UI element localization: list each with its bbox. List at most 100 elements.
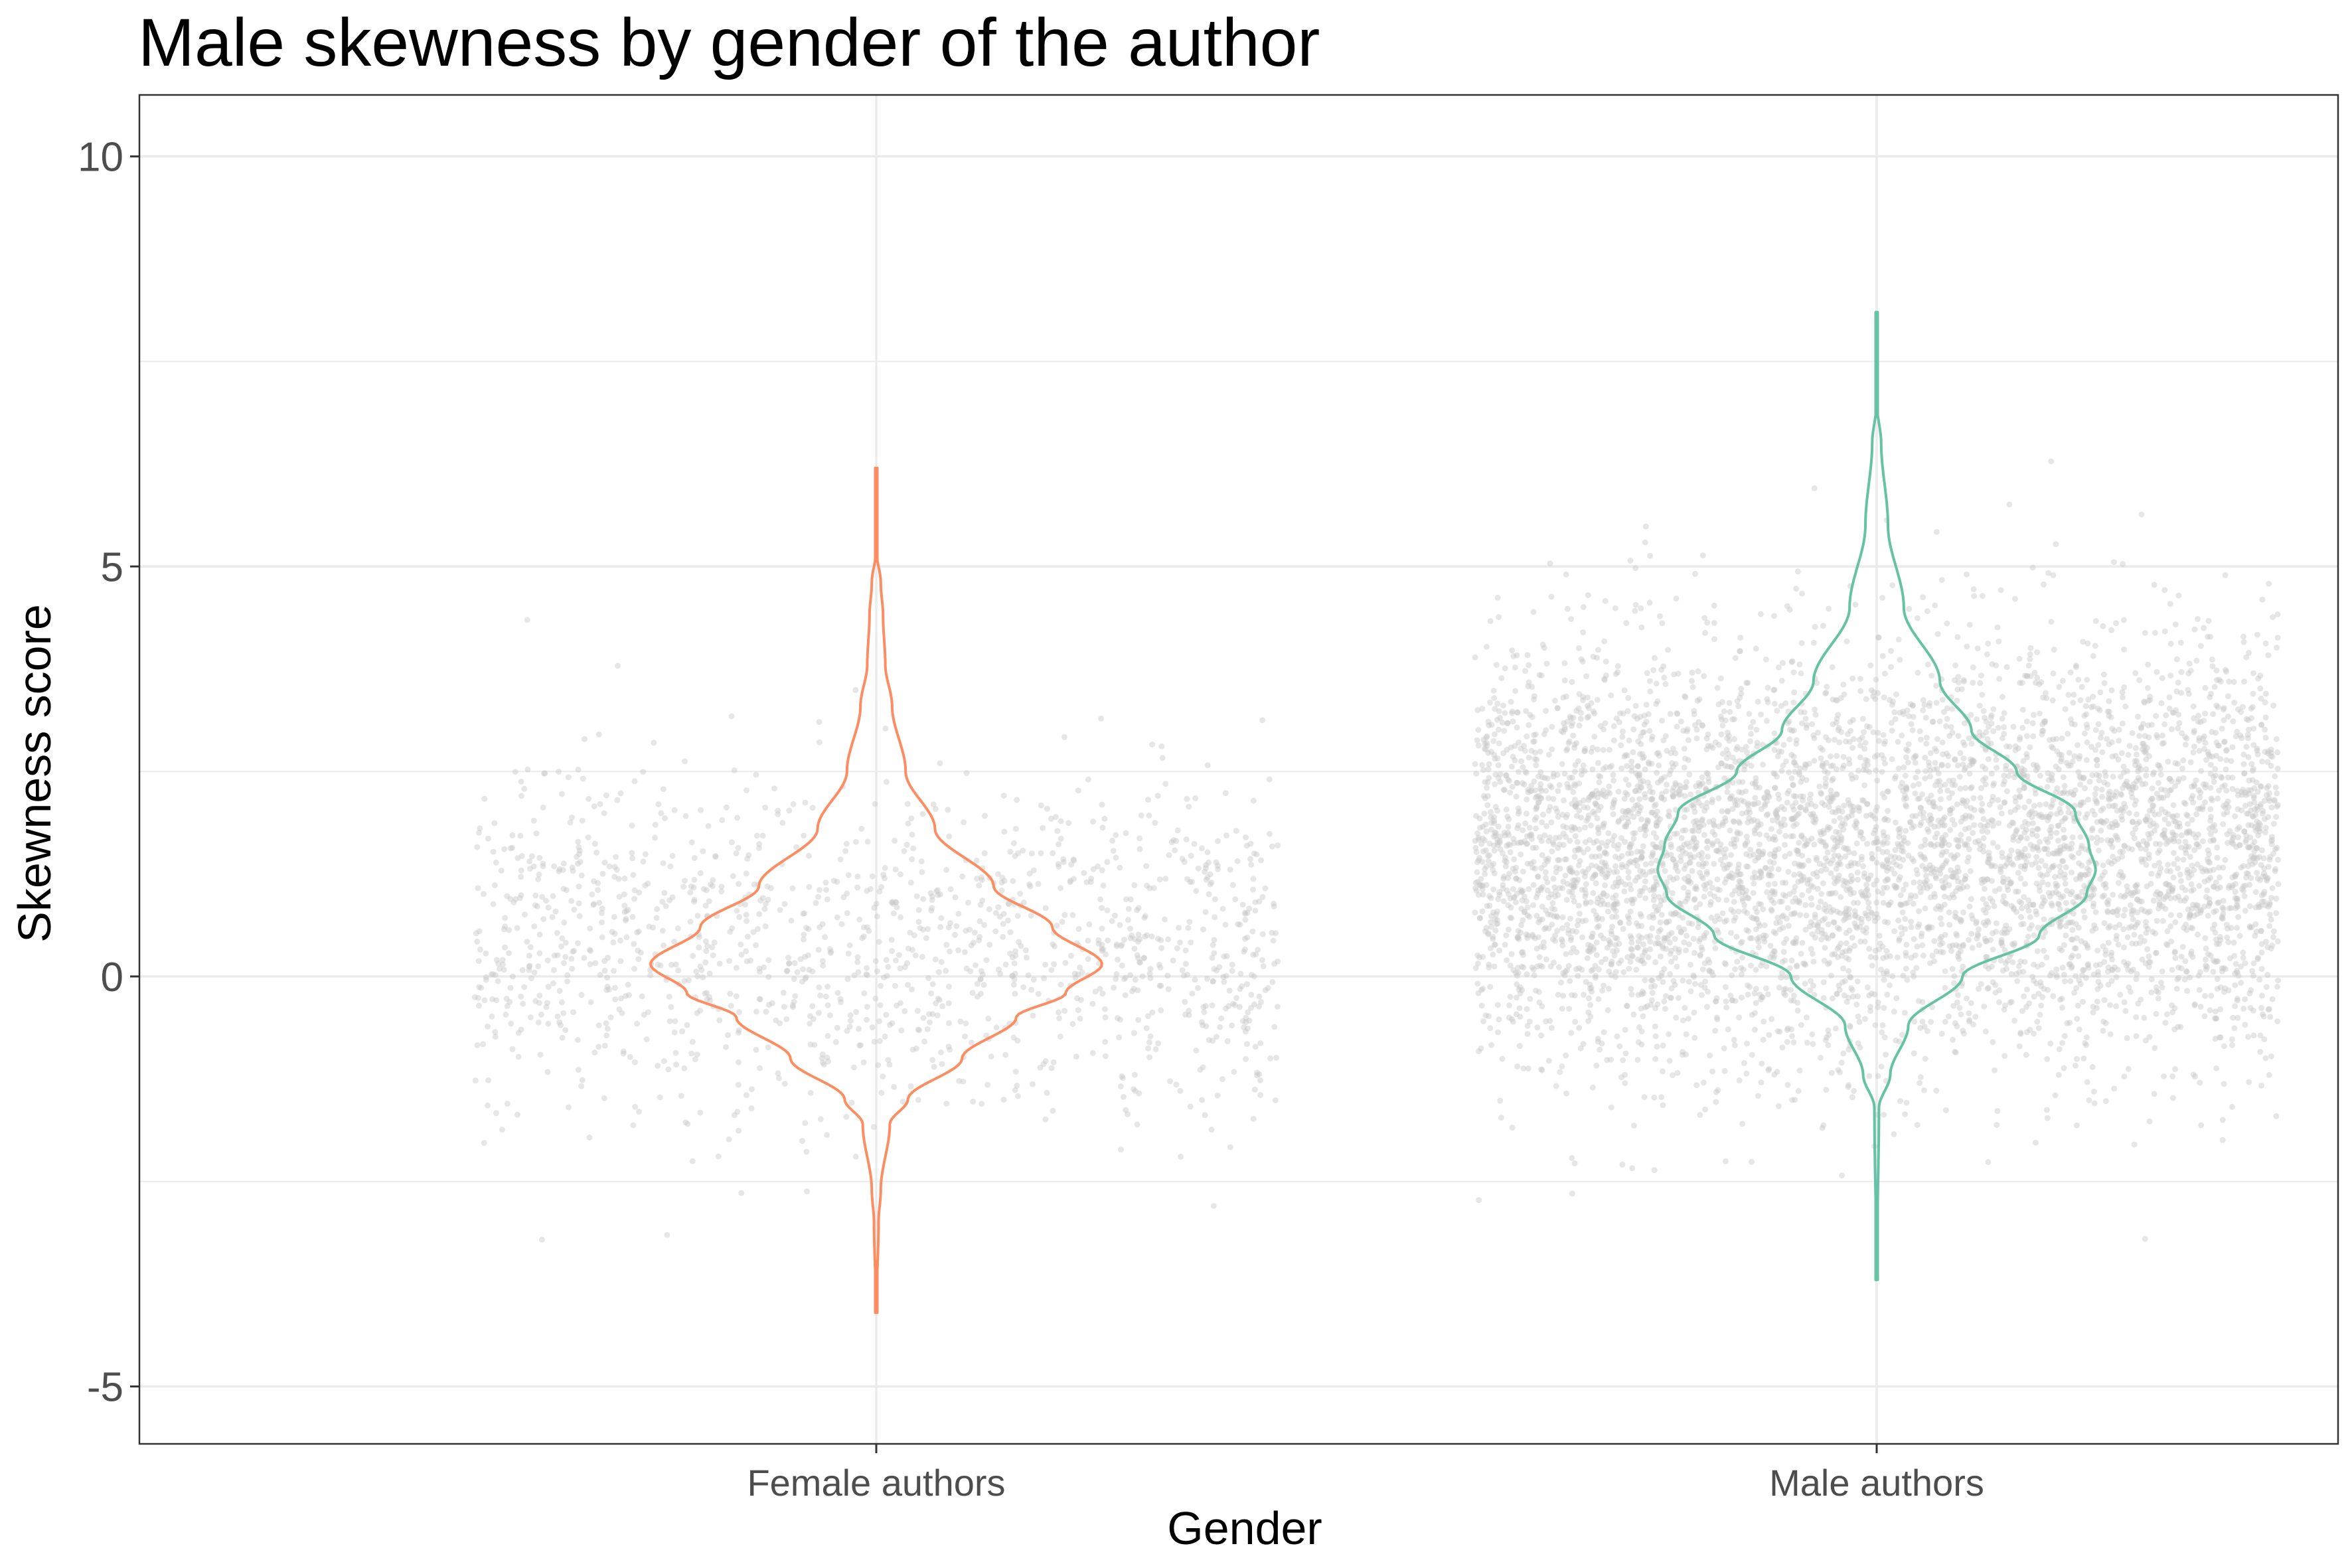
jitter-point xyxy=(518,1026,524,1033)
jitter-point xyxy=(1709,1068,1716,1075)
jitter-point xyxy=(1506,1002,1512,1008)
jitter-point xyxy=(1609,804,1616,811)
jitter-point xyxy=(943,941,950,948)
jitter-point xyxy=(1654,814,1661,821)
jitter-point xyxy=(493,957,500,963)
jitter-point xyxy=(1181,858,1188,865)
jitter-point xyxy=(1200,926,1206,933)
jitter-point xyxy=(1662,868,1668,874)
jitter-point xyxy=(2067,716,2074,723)
jitter-point xyxy=(1988,714,1994,721)
jitter-point xyxy=(890,899,896,905)
jitter-point xyxy=(1999,854,2005,860)
jitter-point xyxy=(820,1059,826,1066)
jitter-point xyxy=(2226,678,2233,685)
jitter-point xyxy=(788,917,795,924)
jitter-point xyxy=(611,984,618,991)
jitter-point xyxy=(1113,832,1119,838)
jitter-point xyxy=(1668,929,1675,936)
jitter-point xyxy=(2040,934,2047,941)
jitter-point xyxy=(1596,923,1602,929)
jitter-point xyxy=(2193,841,2200,848)
jitter-point xyxy=(2035,963,2041,970)
jitter-point xyxy=(892,837,898,844)
jitter-point xyxy=(682,1119,689,1126)
jitter-point xyxy=(1699,552,1706,559)
jitter-point xyxy=(1634,944,1640,951)
jitter-point xyxy=(1016,939,1022,945)
jitter-point xyxy=(1846,886,1853,892)
jitter-point xyxy=(2100,1018,2107,1025)
jitter-point xyxy=(2241,828,2248,835)
jitter-point xyxy=(2268,916,2274,923)
jitter-point xyxy=(1861,874,1867,880)
jitter-point xyxy=(668,961,674,968)
jitter-point xyxy=(1810,1041,1816,1048)
jitter-point xyxy=(1472,838,1478,844)
jitter-point xyxy=(2191,715,2197,722)
jitter-point xyxy=(2191,1002,2198,1008)
jitter-point xyxy=(1580,1041,1587,1047)
jitter-point xyxy=(1865,761,1871,768)
jitter-point xyxy=(2213,1015,2219,1022)
jitter-point xyxy=(1626,915,1632,921)
jitter-point xyxy=(1210,978,1216,984)
jitter-point xyxy=(968,942,975,949)
jitter-point xyxy=(1849,876,1855,883)
jitter-point xyxy=(1085,937,1091,944)
jitter-point xyxy=(1179,967,1186,974)
jitter-point xyxy=(1533,844,1539,851)
jitter-point xyxy=(1853,840,1860,846)
jitter-point xyxy=(1702,785,1709,792)
jitter-point xyxy=(1621,888,1628,895)
jitter-point xyxy=(1168,839,1175,846)
jitter-point xyxy=(1766,858,1773,865)
jitter-point xyxy=(2222,572,2229,578)
jitter-point xyxy=(2163,1011,2170,1018)
jitter-point xyxy=(848,1099,855,1106)
jitter-point xyxy=(1115,957,1121,963)
jitter-point xyxy=(1771,747,1778,753)
jitter-point xyxy=(489,1013,495,1020)
jitter-point xyxy=(777,907,783,913)
jitter-point xyxy=(1788,775,1795,781)
jitter-point xyxy=(921,1038,927,1045)
jitter-point xyxy=(680,884,687,890)
jitter-point xyxy=(536,992,543,999)
jitter-point xyxy=(1616,880,1622,886)
jitter-point xyxy=(807,1089,814,1096)
jitter-point xyxy=(1943,723,1949,730)
jitter-point xyxy=(1984,828,1991,835)
jitter-point xyxy=(1792,769,1798,775)
jitter-point xyxy=(825,1058,832,1065)
jitter-point xyxy=(2250,742,2257,748)
jitter-point xyxy=(784,967,791,974)
jitter-point xyxy=(2040,728,2047,734)
jitter-point xyxy=(2140,740,2146,747)
jitter-point xyxy=(1090,866,1097,872)
jitter-point xyxy=(1873,807,1879,814)
jitter-point xyxy=(1724,735,1731,742)
jitter-point xyxy=(919,811,926,817)
jitter-point xyxy=(539,894,546,900)
jitter-point xyxy=(1629,797,1636,803)
jitter-point xyxy=(1610,771,1616,778)
jitter-point xyxy=(952,894,959,901)
jitter-point xyxy=(485,835,491,842)
jitter-point xyxy=(571,947,578,954)
jitter-point xyxy=(2147,697,2154,704)
jitter-point xyxy=(1147,966,1154,973)
jitter-point xyxy=(2031,761,2037,768)
jitter-point xyxy=(1830,907,1837,913)
jitter-point xyxy=(1855,1013,1861,1020)
jitter-point xyxy=(1202,1003,1209,1009)
jitter-point xyxy=(822,934,828,941)
jitter-point xyxy=(2172,919,2179,925)
jitter-point xyxy=(1652,1056,1659,1062)
jitter-point xyxy=(2264,750,2271,757)
jitter-point xyxy=(1815,904,1822,911)
jitter-point xyxy=(1686,771,1693,778)
jitter-point xyxy=(559,999,565,1006)
jitter-point xyxy=(1921,879,1928,886)
jitter-point xyxy=(579,817,586,824)
